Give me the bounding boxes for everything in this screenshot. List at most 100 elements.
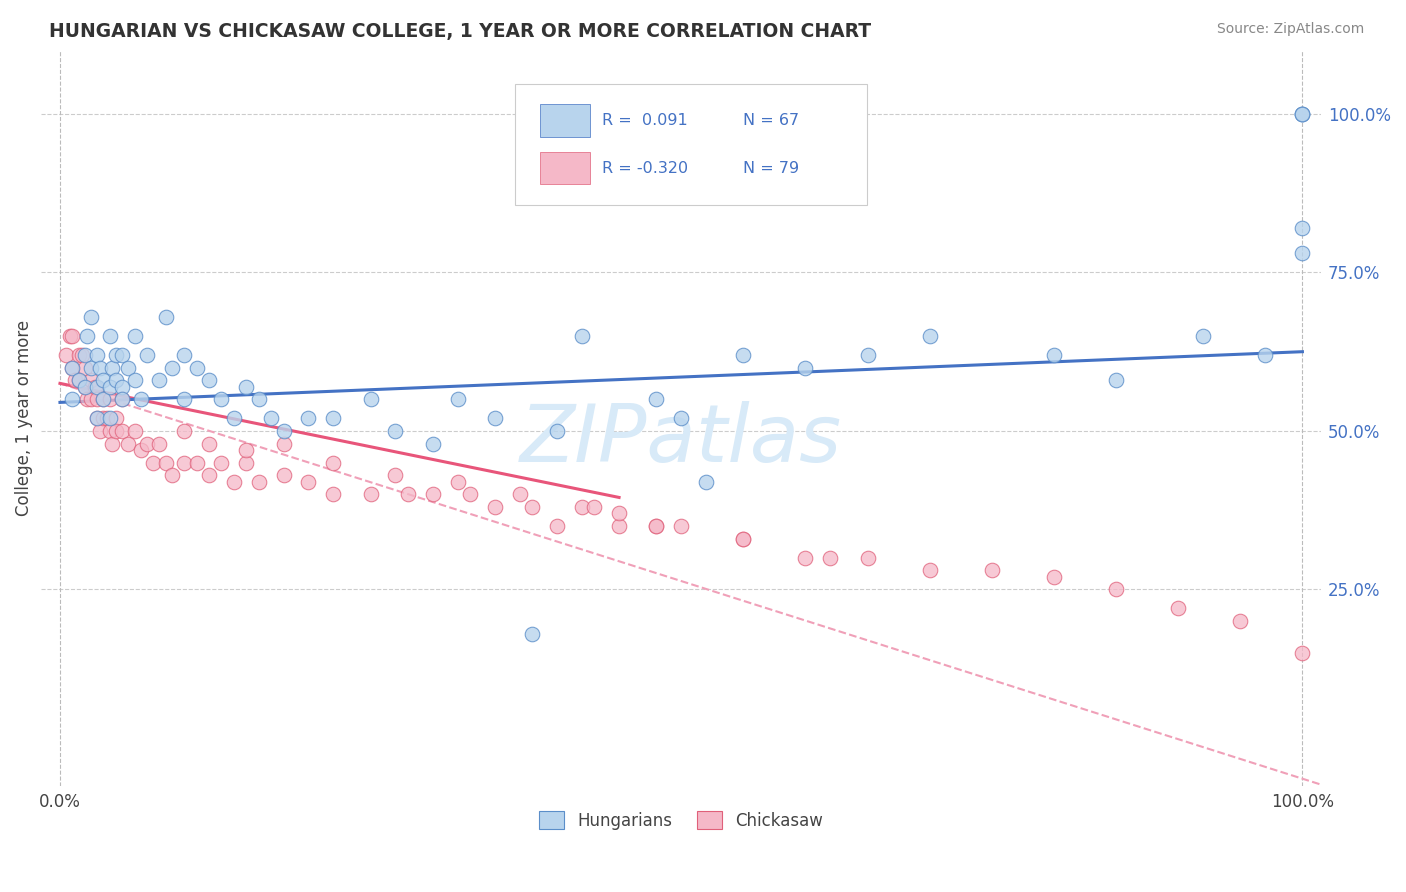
- Point: [86, 411, 108, 425]
- Point: [546, 424, 568, 438]
- Point: [155, 310, 177, 324]
- Point: [111, 348, 134, 362]
- Point: [101, 360, 124, 375]
- Point: [458, 487, 481, 501]
- Point: [98, 329, 121, 343]
- Point: [1291, 646, 1313, 660]
- Point: [571, 500, 593, 514]
- Text: N = 79: N = 79: [742, 161, 799, 176]
- Point: [73, 379, 96, 393]
- Point: [1291, 107, 1313, 121]
- Point: [73, 348, 96, 362]
- Point: [260, 411, 283, 425]
- Point: [235, 442, 257, 457]
- Point: [136, 436, 159, 450]
- Point: [129, 392, 152, 407]
- Point: [198, 468, 221, 483]
- Point: [55, 348, 77, 362]
- Point: [235, 379, 257, 393]
- Point: [669, 411, 692, 425]
- Point: [96, 411, 118, 425]
- Point: [273, 468, 295, 483]
- Text: N = 67: N = 67: [742, 113, 799, 128]
- Text: Source: ZipAtlas.com: Source: ZipAtlas.com: [1216, 22, 1364, 37]
- Point: [322, 411, 344, 425]
- Point: [669, 519, 692, 533]
- Point: [136, 348, 159, 362]
- Point: [222, 475, 245, 489]
- Point: [1291, 107, 1313, 121]
- Point: [67, 373, 90, 387]
- Point: [173, 424, 195, 438]
- Point: [794, 550, 817, 565]
- Text: HUNGARIAN VS CHICKASAW COLLEGE, 1 YEAR OR MORE CORRELATION CHART: HUNGARIAN VS CHICKASAW COLLEGE, 1 YEAR O…: [49, 22, 872, 41]
- Point: [160, 360, 183, 375]
- Point: [104, 348, 127, 362]
- Point: [111, 424, 134, 438]
- Point: [1291, 221, 1313, 235]
- Point: [1192, 329, 1215, 343]
- Point: [1043, 569, 1066, 583]
- Point: [509, 487, 531, 501]
- Point: [446, 392, 468, 407]
- FancyBboxPatch shape: [540, 104, 591, 136]
- Point: [76, 329, 98, 343]
- Point: [173, 456, 195, 470]
- Point: [645, 519, 668, 533]
- Point: [59, 329, 82, 343]
- Point: [186, 456, 208, 470]
- Point: [360, 487, 382, 501]
- Point: [645, 392, 668, 407]
- Point: [1229, 614, 1251, 628]
- Y-axis label: College, 1 year or more: College, 1 year or more: [15, 320, 32, 516]
- Point: [60, 329, 83, 343]
- Point: [571, 329, 593, 343]
- Point: [98, 424, 121, 438]
- Point: [1105, 582, 1128, 597]
- FancyBboxPatch shape: [515, 84, 866, 205]
- Point: [93, 392, 115, 407]
- Point: [247, 475, 270, 489]
- Point: [297, 411, 319, 425]
- Point: [820, 550, 842, 565]
- Legend: Hungarians, Chickasaw: Hungarians, Chickasaw: [533, 805, 830, 837]
- Point: [104, 373, 127, 387]
- Point: [1105, 373, 1128, 387]
- Point: [89, 424, 111, 438]
- Point: [60, 360, 83, 375]
- Point: [73, 360, 96, 375]
- Text: R =  0.091: R = 0.091: [602, 113, 688, 128]
- Point: [80, 373, 103, 387]
- Point: [98, 411, 121, 425]
- Point: [607, 506, 630, 520]
- Point: [484, 411, 506, 425]
- Point: [160, 468, 183, 483]
- Point: [695, 475, 717, 489]
- Point: [63, 373, 86, 387]
- Point: [794, 360, 817, 375]
- Point: [93, 373, 115, 387]
- Point: [89, 360, 111, 375]
- Point: [148, 436, 170, 450]
- Point: [1254, 348, 1277, 362]
- Point: [124, 424, 146, 438]
- Point: [273, 424, 295, 438]
- Point: [856, 348, 879, 362]
- Point: [384, 424, 406, 438]
- Point: [111, 379, 134, 393]
- Point: [124, 373, 146, 387]
- Point: [117, 360, 139, 375]
- Point: [173, 392, 195, 407]
- Point: [80, 360, 103, 375]
- Point: [186, 360, 208, 375]
- Point: [1291, 107, 1313, 121]
- Point: [83, 379, 105, 393]
- Point: [360, 392, 382, 407]
- Point: [645, 519, 668, 533]
- Point: [396, 487, 419, 501]
- Point: [198, 436, 221, 450]
- Point: [222, 411, 245, 425]
- Point: [86, 392, 108, 407]
- Point: [322, 456, 344, 470]
- Point: [247, 392, 270, 407]
